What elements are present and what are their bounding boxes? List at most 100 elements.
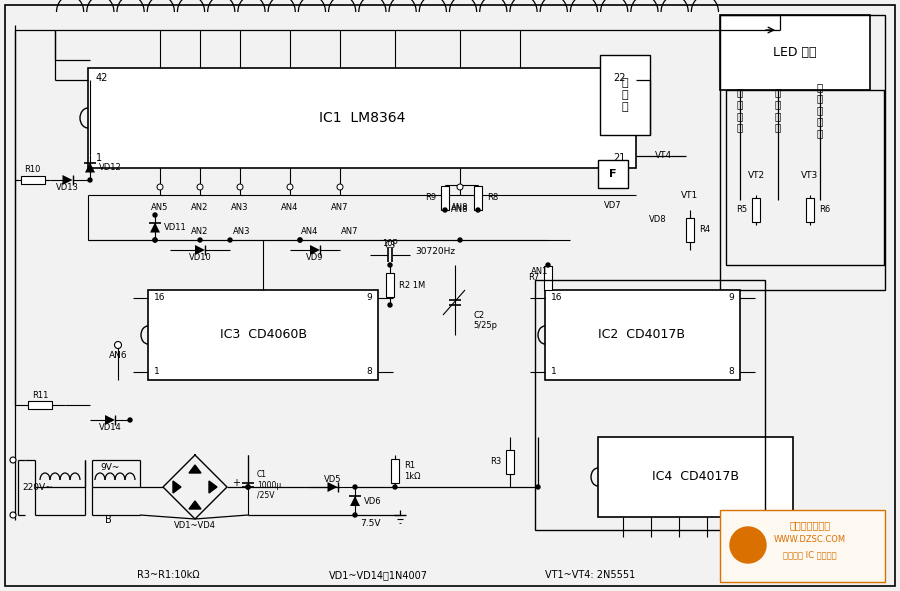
Text: IC2  CD4017B: IC2 CD4017B xyxy=(598,329,686,342)
Bar xyxy=(720,15,870,90)
Text: 1: 1 xyxy=(551,368,557,376)
Bar xyxy=(686,218,694,242)
Bar xyxy=(28,401,52,409)
Text: 10P: 10P xyxy=(382,239,398,248)
Circle shape xyxy=(298,238,302,242)
Text: +: + xyxy=(232,478,240,488)
Text: IC3  CD4060B: IC3 CD4060B xyxy=(220,329,307,342)
Bar xyxy=(598,160,628,188)
Text: 5/25p: 5/25p xyxy=(473,320,497,330)
Text: VD5: VD5 xyxy=(324,475,341,483)
Circle shape xyxy=(228,238,232,242)
Text: R3~R1:10kΩ: R3~R1:10kΩ xyxy=(137,570,199,580)
Text: VD6: VD6 xyxy=(364,496,382,505)
Circle shape xyxy=(353,485,357,489)
Circle shape xyxy=(237,184,243,190)
Bar xyxy=(726,90,884,265)
Text: 全球最大 IC 采购网站: 全球最大 IC 采购网站 xyxy=(783,550,837,560)
Text: C3: C3 xyxy=(384,241,396,249)
Text: 7.5V: 7.5V xyxy=(360,519,380,528)
Text: R7: R7 xyxy=(527,273,539,282)
Text: VD1~VD14：1N4007: VD1~VD14：1N4007 xyxy=(328,570,428,580)
Bar xyxy=(720,510,885,582)
Circle shape xyxy=(10,457,16,463)
Text: 30720Hz: 30720Hz xyxy=(415,248,455,256)
Circle shape xyxy=(88,178,92,182)
Circle shape xyxy=(246,485,250,489)
Bar xyxy=(806,198,814,222)
Polygon shape xyxy=(189,501,201,509)
Text: R3: R3 xyxy=(490,457,501,466)
Text: 9V~: 9V~ xyxy=(100,463,120,472)
Text: 21: 21 xyxy=(614,153,626,163)
Circle shape xyxy=(153,213,157,217)
Circle shape xyxy=(337,184,343,190)
Circle shape xyxy=(128,418,132,422)
Circle shape xyxy=(393,485,397,489)
Text: VD11: VD11 xyxy=(164,223,187,232)
Text: R11: R11 xyxy=(32,391,49,400)
Polygon shape xyxy=(209,481,217,493)
Text: R5: R5 xyxy=(736,206,747,215)
Bar xyxy=(88,68,636,168)
Text: VD7: VD7 xyxy=(604,200,622,209)
Text: AN3: AN3 xyxy=(233,228,251,236)
Polygon shape xyxy=(350,496,360,506)
Circle shape xyxy=(388,263,392,267)
Text: 8: 8 xyxy=(728,368,734,376)
Polygon shape xyxy=(150,222,160,232)
Circle shape xyxy=(153,238,157,242)
Bar xyxy=(535,280,765,530)
Text: F: F xyxy=(609,169,617,179)
Text: 9: 9 xyxy=(366,294,372,303)
Text: VD13: VD13 xyxy=(56,183,79,193)
Text: 8: 8 xyxy=(366,368,372,376)
Text: 蜂
鸣
器: 蜂 鸣 器 xyxy=(622,79,628,112)
Text: LED 显示: LED 显示 xyxy=(773,46,817,59)
Polygon shape xyxy=(310,245,320,255)
Circle shape xyxy=(353,513,357,517)
Circle shape xyxy=(458,238,462,242)
Polygon shape xyxy=(173,481,181,493)
Text: R10: R10 xyxy=(24,165,40,174)
Text: R2 1M: R2 1M xyxy=(399,281,425,290)
Text: R6: R6 xyxy=(819,206,830,215)
Text: AN4: AN4 xyxy=(282,203,299,212)
Text: 22: 22 xyxy=(614,73,626,83)
Bar xyxy=(391,459,399,483)
Circle shape xyxy=(198,238,202,242)
Text: 220V~: 220V~ xyxy=(22,483,52,492)
Text: C2: C2 xyxy=(473,310,484,320)
Circle shape xyxy=(157,184,163,190)
Text: AN7: AN7 xyxy=(341,228,359,236)
Text: AN7: AN7 xyxy=(331,203,349,212)
Circle shape xyxy=(114,342,122,349)
Bar xyxy=(600,55,650,135)
Circle shape xyxy=(388,303,392,307)
Polygon shape xyxy=(85,163,95,173)
Text: AN4: AN4 xyxy=(302,228,319,236)
Text: 1: 1 xyxy=(154,368,160,376)
Text: 9: 9 xyxy=(728,294,734,303)
Circle shape xyxy=(546,263,550,267)
Text: AN2: AN2 xyxy=(192,203,209,212)
Text: VD14: VD14 xyxy=(99,424,122,433)
Text: 时
分
阴
极: 时 分 阴 极 xyxy=(737,87,743,132)
Circle shape xyxy=(730,527,766,563)
Text: AN3: AN3 xyxy=(231,203,248,212)
Text: TM: TM xyxy=(759,528,767,532)
Text: AN5: AN5 xyxy=(151,203,168,212)
Polygon shape xyxy=(189,465,201,473)
Text: AN8: AN8 xyxy=(451,206,469,215)
Text: 秒
星
期
阴
极: 秒 星 期 阴 极 xyxy=(817,82,824,138)
Bar xyxy=(21,176,44,184)
Text: C1
1000μ
/25V: C1 1000μ /25V xyxy=(257,470,281,500)
Text: 1: 1 xyxy=(96,153,102,163)
Circle shape xyxy=(457,184,463,190)
Text: R8: R8 xyxy=(487,193,499,202)
Text: VD12: VD12 xyxy=(99,163,122,172)
Text: R9: R9 xyxy=(425,193,436,202)
Bar xyxy=(474,186,482,209)
Text: B: B xyxy=(104,515,112,525)
Text: VT2: VT2 xyxy=(747,170,765,180)
